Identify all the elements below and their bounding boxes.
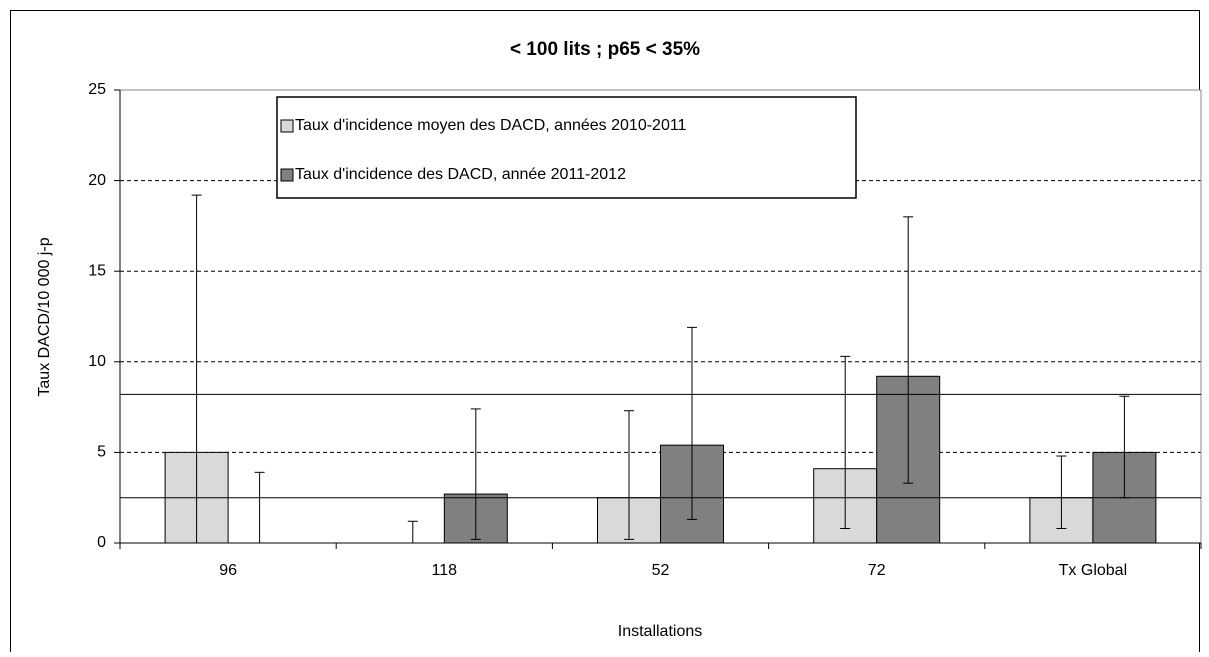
x-axis-label: Installations [618,623,703,640]
y-tick-label: 20 [88,172,106,189]
x-tick-label: 72 [868,562,886,579]
legend-swatch [280,168,294,182]
legend-swatch [280,119,294,133]
y-tick-label: 5 [97,444,106,461]
x-tick-label: Tx Global [1059,562,1127,579]
chart-title: < 100 lits ; p65 < 35% [510,39,700,60]
legend [276,96,857,199]
x-tick-label: 118 [432,562,458,579]
y-tick-label: 0 [97,534,106,551]
y-tick-label: 25 [88,81,106,98]
y-tick-label: 10 [88,353,106,370]
y-axis-label: Taux DACD/10 000 j-p [36,237,53,396]
y-tick-label: 15 [88,262,106,279]
legend-label: Taux d'incidence moyen des DACD, années … [295,117,687,134]
legend-label: Taux d'incidence des DACD, année 2011-20… [295,166,626,183]
x-tick-label: 96 [219,562,237,579]
x-tick-label: 52 [652,562,670,579]
